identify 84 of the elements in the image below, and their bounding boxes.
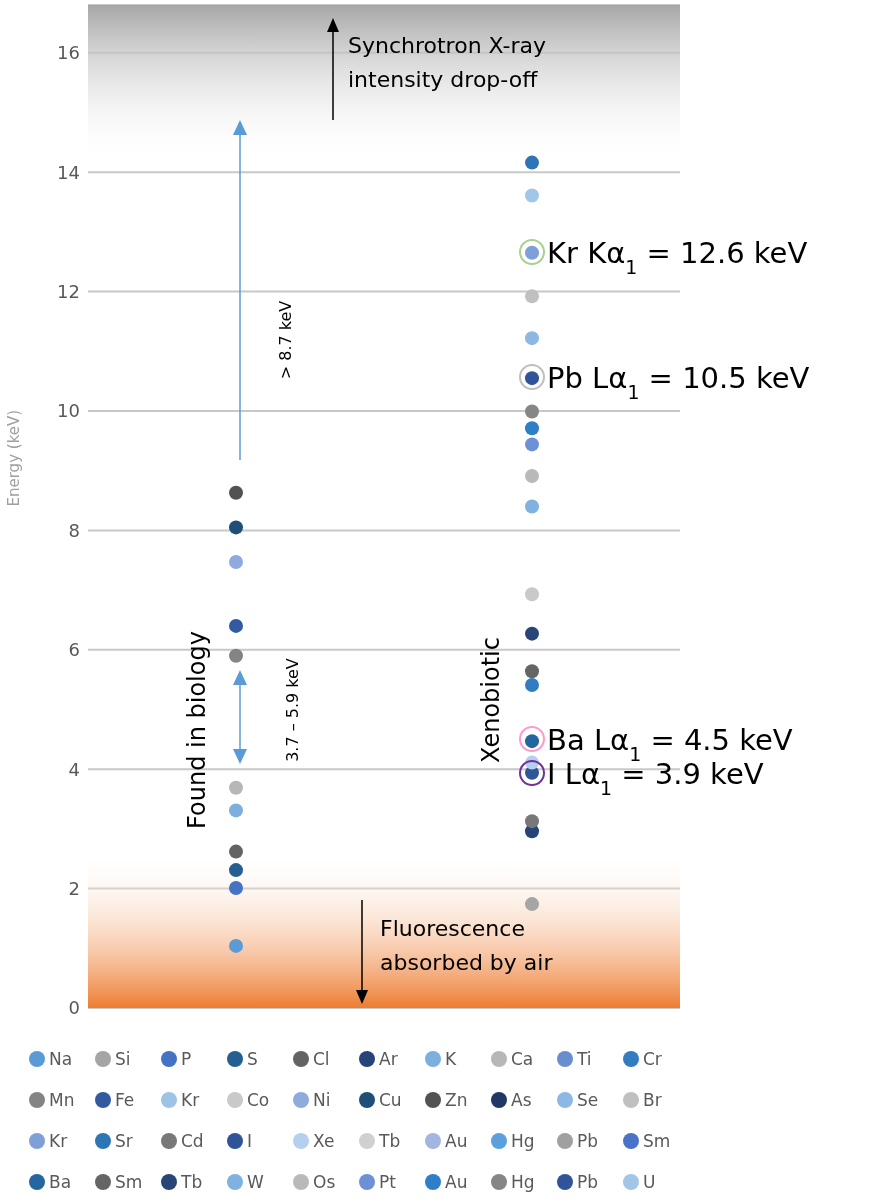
band-label: Fluorescence absorbed by air	[380, 915, 554, 975]
legend-label: Xe	[313, 1130, 335, 1151]
y-tick-label: 16	[57, 42, 80, 64]
legend-label: Kr	[49, 1130, 68, 1151]
legend-label: P	[181, 1048, 192, 1069]
legend-label: Tb	[379, 1130, 401, 1151]
legend-label: Mn	[49, 1089, 75, 1110]
point	[229, 648, 243, 663]
annotation: > 8.7 keV	[275, 300, 295, 380]
point	[525, 626, 539, 641]
legend-label: Ar	[379, 1048, 398, 1069]
legend-label: Hg	[511, 1130, 535, 1151]
legend-label: Fe	[115, 1089, 135, 1110]
legend-label: Tb	[181, 1171, 203, 1192]
y-tick-label: 10	[57, 400, 80, 422]
point	[229, 803, 243, 818]
annotation: Kr Kα$_{1}$ = 12.6 keV	[547, 236, 808, 278]
annotation: Pb Lα$_{1}$ = 10.5 keV	[547, 361, 810, 403]
point	[525, 469, 539, 484]
point	[525, 404, 539, 419]
legend-label: Os	[313, 1171, 336, 1192]
y-tick-label: 8	[68, 519, 80, 541]
legend-label: Cl	[313, 1048, 330, 1069]
legend-label: Kr	[181, 1089, 200, 1110]
legend-label: Ni	[313, 1089, 331, 1110]
y-axis-title: Energy (keV)	[5, 409, 24, 507]
point	[525, 897, 539, 912]
legend-label: Co	[247, 1089, 270, 1110]
legend-label: W	[247, 1171, 264, 1192]
legend-label: Ba	[49, 1171, 72, 1192]
point	[525, 437, 539, 452]
point	[229, 555, 243, 570]
legend-label: Cd	[181, 1130, 204, 1151]
point	[229, 618, 243, 633]
point	[229, 863, 243, 878]
legend-label: Se	[577, 1089, 599, 1110]
legend-label: Hg	[511, 1171, 535, 1192]
point	[525, 421, 539, 436]
legend-label: Au	[445, 1171, 468, 1192]
legend-label: Sm	[643, 1130, 671, 1151]
point	[525, 155, 539, 170]
legend-label: Au	[445, 1130, 468, 1151]
legend-label: Cr	[643, 1048, 662, 1069]
point	[229, 881, 243, 895]
legend-label: Cu	[379, 1089, 402, 1110]
y-tick-label: 14	[57, 161, 80, 183]
point	[525, 188, 539, 203]
y-tick-label: 2	[68, 877, 80, 899]
legend-label: I	[247, 1130, 253, 1151]
annotation: Xenobiotic	[477, 637, 505, 763]
legend-label: Pb	[577, 1130, 599, 1151]
legend-label: S	[247, 1048, 258, 1069]
annotation: Found in biology	[183, 631, 211, 829]
band-label: Synchrotron X-ray intensity drop-off	[348, 33, 547, 92]
point	[525, 587, 539, 602]
point	[525, 289, 539, 304]
y-tick-label: 4	[68, 758, 80, 780]
legend-label: Pt	[379, 1171, 396, 1192]
point	[525, 331, 539, 346]
legend-label: Br	[643, 1089, 662, 1110]
point	[229, 780, 243, 795]
legend-label: Zn	[445, 1089, 468, 1110]
point	[229, 520, 243, 535]
y-tick-label: 0	[68, 997, 80, 1019]
legend-label: Ti	[577, 1048, 592, 1069]
point	[229, 485, 243, 500]
legend-label: Sr	[115, 1130, 133, 1151]
point	[229, 844, 243, 859]
y-tick-label: 6	[68, 639, 80, 661]
point	[229, 938, 243, 953]
point	[525, 664, 539, 679]
annotation: 3.7 – 5.9 keV	[282, 658, 302, 762]
y-tick-label: 12	[57, 280, 80, 302]
legend-label: Pb	[577, 1171, 599, 1192]
point	[525, 814, 539, 829]
point	[525, 678, 539, 693]
legend-label: K	[445, 1048, 457, 1069]
legend-label: Ca	[511, 1048, 534, 1069]
legend-label: Si	[115, 1048, 131, 1069]
legend-label: U	[643, 1171, 656, 1192]
point	[525, 499, 539, 514]
legend-label: As	[511, 1089, 532, 1110]
legend-label: Na	[49, 1048, 73, 1069]
legend-label: Sm	[115, 1171, 143, 1192]
